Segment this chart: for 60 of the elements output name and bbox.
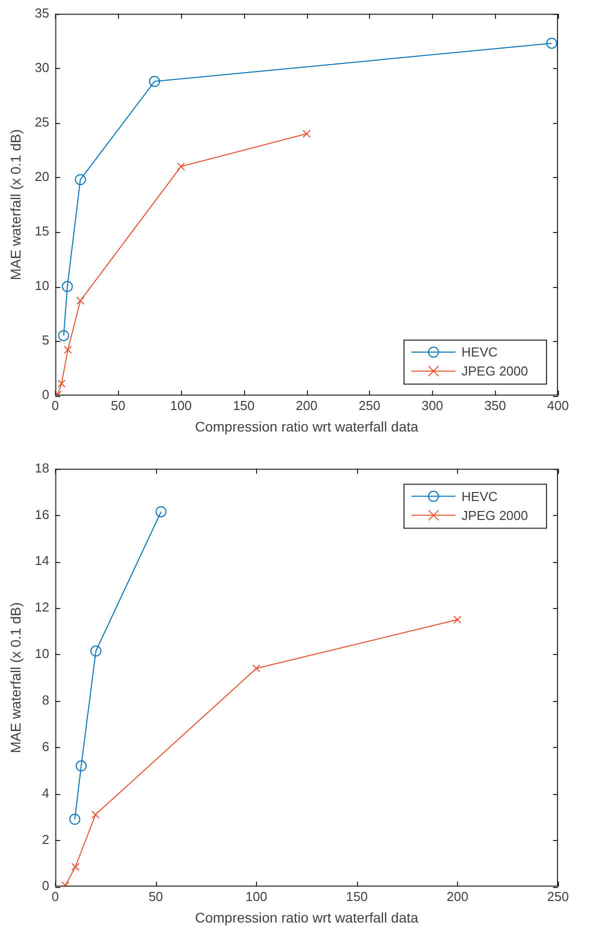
y-tick-label: 5: [42, 332, 50, 348]
point: [176, 162, 185, 171]
y-tick-label: 12: [34, 600, 50, 615]
point: [74, 174, 86, 186]
point: [76, 760, 87, 772]
point: [149, 76, 160, 87]
y-axis-title: MAE waterfall (x 0.1 dB): [7, 129, 24, 280]
x-tick-label: 0: [52, 398, 59, 413]
legend-label: HEVC: [462, 488, 498, 504]
x-tick-label: 400: [547, 398, 569, 413]
x-tick-label: 100: [170, 398, 192, 413]
x-tick-label: 200: [296, 398, 318, 413]
y-axis-title: MAE waterfall (x 0.1 dB): [7, 602, 24, 754]
point: [69, 814, 80, 825]
y-tick-label: 25: [34, 114, 50, 130]
y-tick-label: 2: [42, 832, 50, 847]
point: [71, 862, 80, 871]
y-tick-label: 6: [42, 738, 50, 754]
y-tick-label: 4: [42, 785, 50, 800]
y-tick-label: 10: [34, 278, 50, 294]
x-tick-label: 0: [52, 888, 59, 904]
legend-label: JPEG 2000: [462, 364, 528, 379]
x-axis-title: Compression ratio wrt waterfall data: [194, 909, 418, 926]
y-tick-label: 8: [42, 692, 50, 708]
y-tick-label: 0: [42, 878, 50, 894]
x-tick-label: 350: [484, 398, 506, 413]
point: [91, 810, 100, 819]
y-tick-label: 16: [34, 506, 50, 522]
y-tick-label: 20: [34, 169, 50, 184]
y-tick-label: 10: [34, 646, 50, 662]
y-tick-label: 0: [42, 387, 50, 402]
point: [64, 346, 72, 354]
legend-label: HEVC: [462, 344, 498, 360]
legend-label: JPEG 2000: [462, 508, 528, 523]
x-tick-label: 150: [232, 398, 255, 413]
x-tick-label: 50: [148, 888, 164, 904]
y-tick-label: 14: [34, 553, 50, 568]
x-axis-title: Compression ratio wrt waterfall data: [194, 418, 418, 434]
point: [58, 330, 70, 342]
x-tick-label: 200: [446, 888, 468, 904]
point: [302, 130, 311, 138]
x-tick-label: 100: [246, 888, 268, 904]
y-tick-label: 15: [34, 224, 50, 239]
point: [252, 664, 260, 672]
x-tick-label: 250: [547, 888, 569, 904]
y-tick-label: 30: [34, 60, 50, 75]
y-tick-label: 18: [34, 460, 50, 476]
point: [76, 296, 84, 305]
x-tick-label: 250: [358, 398, 380, 413]
x-tick-label: 50: [110, 398, 126, 413]
point: [453, 616, 462, 624]
point: [61, 881, 70, 887]
point: [62, 281, 73, 292]
point: [58, 380, 66, 388]
y-tick-label: 35: [34, 5, 50, 20]
point: [546, 38, 558, 49]
x-tick-label: 300: [421, 398, 444, 413]
point: [156, 506, 167, 518]
x-tick-label: 150: [346, 888, 368, 904]
point: [90, 646, 102, 657]
